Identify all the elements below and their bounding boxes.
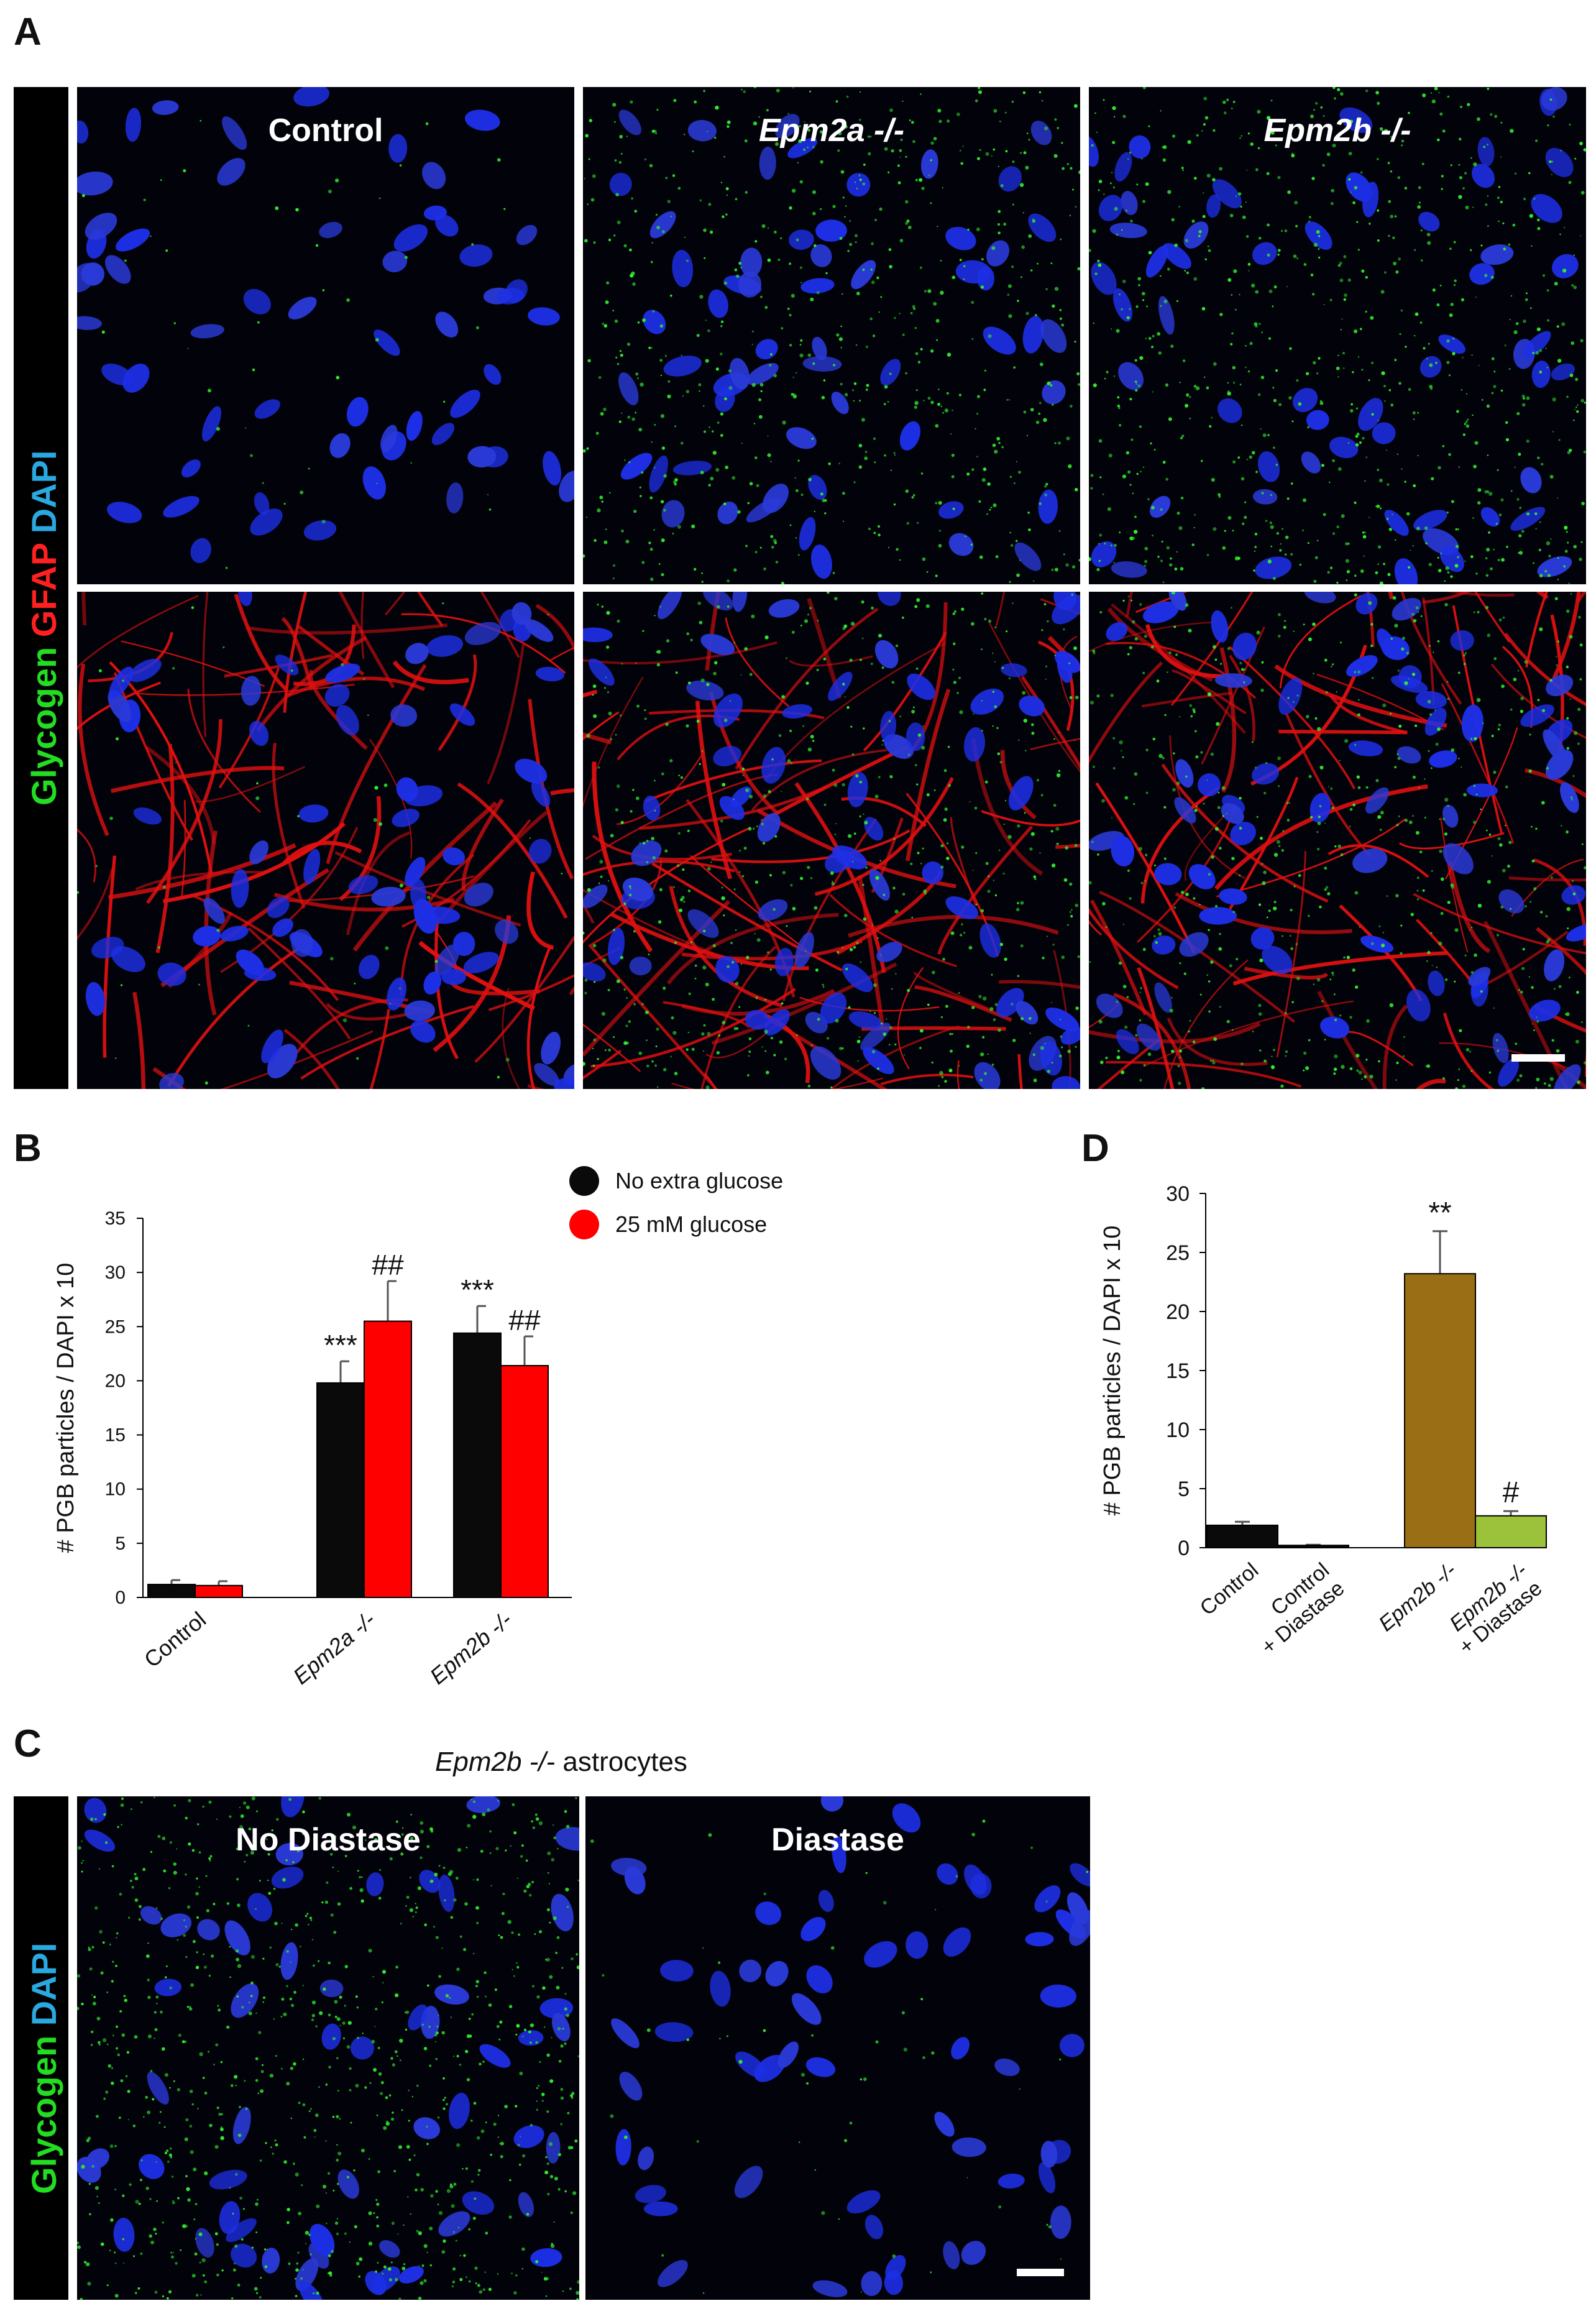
bar	[195, 1584, 243, 1598]
micrograph-epm2b-glycogen-dapi: Epm2b -/-	[1089, 87, 1586, 584]
y-tick-label: 15	[1166, 1359, 1190, 1383]
x-tick-label: Control	[1196, 1558, 1263, 1620]
y-axis-label: # PGB particles / DAPI x 10	[1099, 1226, 1126, 1516]
y-tick-label: 10	[1166, 1418, 1190, 1442]
micrograph-image	[585, 1796, 1090, 2300]
bar	[1277, 1545, 1349, 1549]
caption-genotype: Epm2b -/-	[435, 1747, 556, 1777]
panel-letter-a: A	[14, 11, 42, 53]
y-tick-label: 5	[115, 1533, 126, 1554]
significance-marker: ##	[508, 1304, 541, 1336]
x-tick-label: Epm2b -/-	[425, 1607, 516, 1689]
micrograph-image	[77, 87, 574, 584]
micrograph-image	[1089, 87, 1586, 584]
significance-marker: ***	[324, 1329, 357, 1361]
legend-label: No extra glucose	[615, 1168, 783, 1193]
caption-c: Epm2b -/- astrocytes	[435, 1747, 932, 1778]
micrograph-image	[583, 87, 1080, 584]
micrograph-epm2b-gfap	[1089, 592, 1586, 1089]
y-tick-label: 10	[105, 1479, 126, 1500]
bar	[147, 1584, 196, 1598]
y-tick-label: 35	[105, 1208, 126, 1229]
legend-marker	[569, 1166, 599, 1196]
dapi-label: DAPI	[24, 450, 63, 534]
significance-marker: ##	[372, 1249, 404, 1281]
stain-label-c: Glycogen DAPI	[24, 1942, 64, 2194]
glycogen-label: Glycogen	[24, 646, 63, 806]
bar	[500, 1365, 549, 1598]
column-title-epm2b: Epm2b -/-	[1264, 113, 1411, 149]
y-tick-label: 30	[105, 1262, 126, 1283]
y-tick-label: 20	[105, 1371, 126, 1391]
micrograph-epm2a-glycogen-dapi: Epm2a -/-	[583, 87, 1080, 584]
legend-label: 25 mM glucose	[615, 1211, 767, 1237]
y-tick-label: 5	[1178, 1477, 1190, 1501]
micrograph-image	[1089, 592, 1586, 1089]
significance-marker: **	[1428, 1197, 1451, 1229]
stain-label-a: Glycogen GFAP DAPI	[24, 450, 64, 806]
caption-rest: astrocytes	[555, 1747, 687, 1777]
significance-marker: #	[1503, 1476, 1520, 1509]
dapi-label: DAPI	[24, 1942, 63, 2026]
panel-letter-c: C	[14, 1722, 42, 1765]
scale-bar-c	[1017, 2269, 1064, 2276]
micrograph-image	[77, 592, 574, 1089]
micrograph-diastase: Diastase	[585, 1796, 1090, 2300]
panel-letter-b: B	[14, 1127, 42, 1170]
bar-chart-b: 0 5 10 15 20 25 30 35 # PGB particles / DAPI x 1…	[53, 1166, 783, 1689]
y-tick-label: 20	[1166, 1300, 1190, 1324]
x-tick-label: Control	[139, 1607, 211, 1673]
legend-marker	[569, 1210, 599, 1239]
micrograph-image	[583, 592, 1080, 1089]
micrograph-epm2a-gfap	[583, 592, 1080, 1089]
stain-label-bar-a: Glycogen GFAP DAPI	[14, 87, 68, 1089]
y-tick-label: 15	[105, 1425, 126, 1446]
x-tick-label: Epm2a -/-	[288, 1607, 380, 1689]
bar	[1475, 1515, 1547, 1549]
y-tick-label: 25	[105, 1316, 126, 1337]
bar	[1206, 1524, 1278, 1549]
bar	[1404, 1273, 1476, 1548]
significance-marker: ***	[461, 1274, 494, 1306]
column-title-control: Control	[268, 113, 383, 149]
y-tick-label: 25	[1166, 1241, 1190, 1265]
gfap-label: GFAP	[24, 543, 63, 638]
micrograph-control-glycogen-dapi: Control	[77, 87, 574, 584]
column-title-diastase: Diastase	[771, 1822, 904, 1858]
y-tick-label: 0	[1178, 1537, 1190, 1560]
glycogen-label: Glycogen	[24, 2035, 63, 2194]
panel-letter-d: D	[1081, 1127, 1109, 1170]
column-title-epm2a: Epm2a -/-	[758, 113, 905, 149]
column-title-no-diastase: No Diastase	[236, 1822, 421, 1858]
bar	[364, 1320, 412, 1598]
x-tick-label: Epm2b -/-	[1374, 1558, 1461, 1636]
bar-chart-d: 0 5 10 15 20 25 30 # PGB particles / DAPI x 10 C…	[1099, 1182, 1547, 1659]
stain-label-bar-c: Glycogen DAPI	[14, 1796, 68, 2300]
y-tick-label: 30	[1166, 1182, 1190, 1206]
bar	[453, 1332, 502, 1598]
y-tick-label: 0	[115, 1587, 126, 1608]
scale-bar-a	[1511, 1054, 1565, 1062]
y-axis-label: # PGB particles / DAPI x 10	[53, 1263, 79, 1553]
bar	[316, 1382, 365, 1598]
micrograph-control-gfap	[77, 592, 574, 1089]
micrograph-image	[77, 1796, 579, 2300]
micrograph-no-diastase: No Diastase	[77, 1796, 579, 2300]
